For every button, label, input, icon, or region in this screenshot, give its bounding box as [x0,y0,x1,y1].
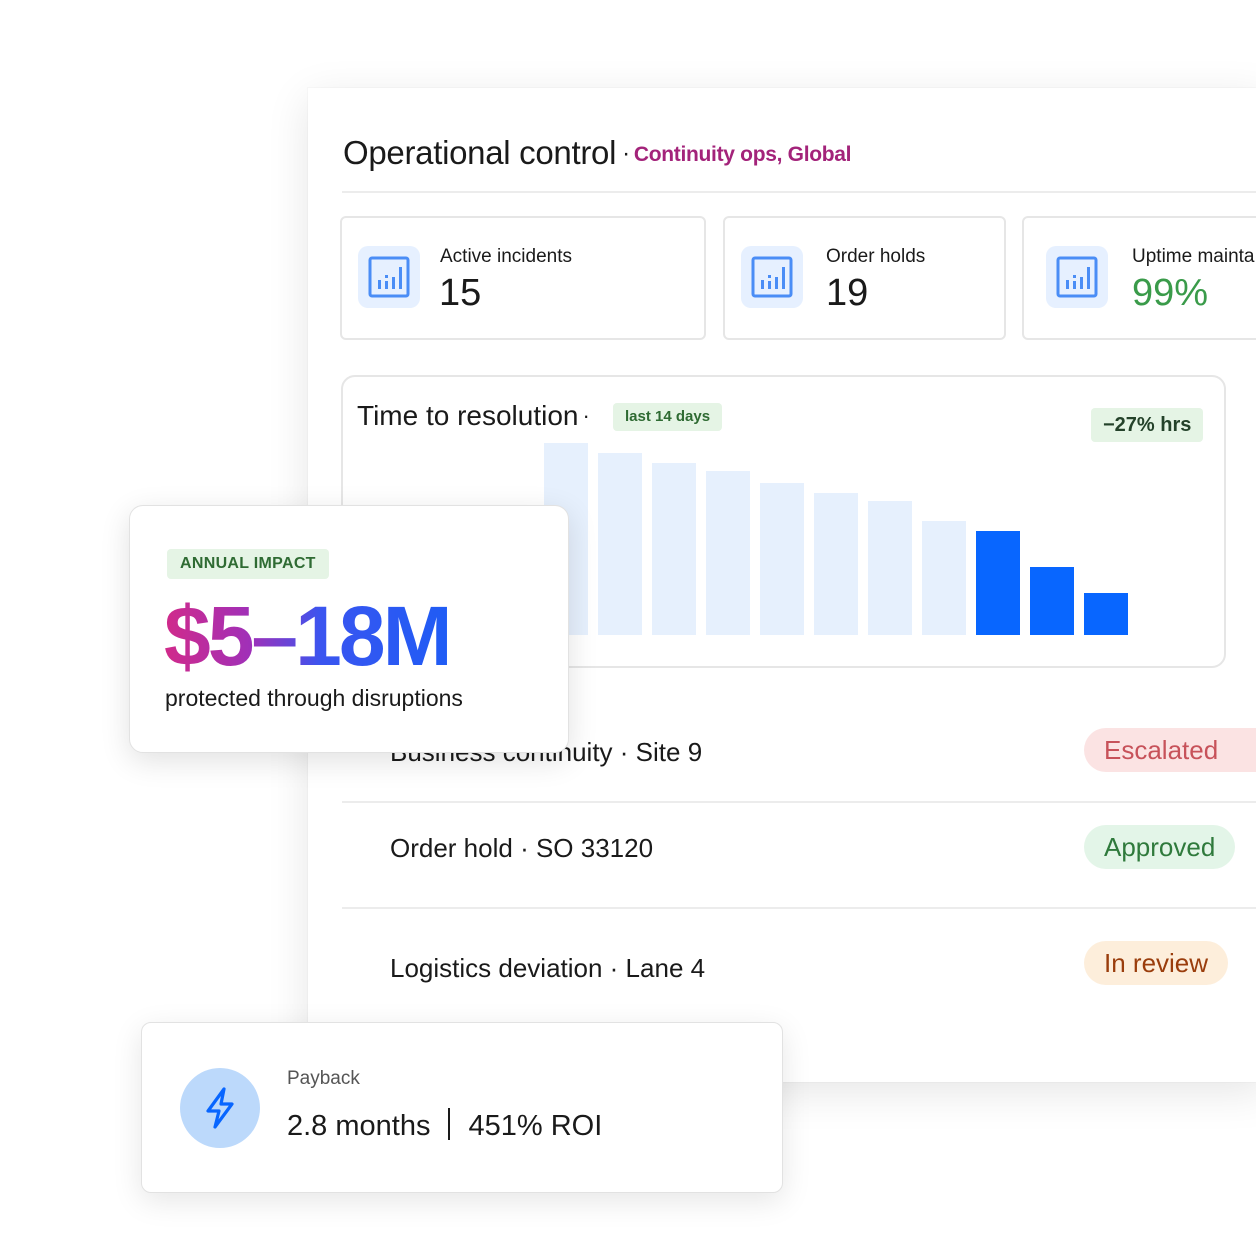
page-title-text: Operational control [343,134,617,171]
kpi-value: 19 [826,272,869,314]
status-badge-in-review: In review [1084,941,1229,985]
payback-label: Payback [287,1068,360,1089]
lightning-bolt-icon [180,1068,260,1148]
kpi-label: Uptime mainta [1132,246,1255,267]
kpi-card-active-incidents[interactable]: Active incidents 15 [340,216,706,340]
payback-metrics: 2.8 months 451% ROI [287,1108,602,1143]
row-divider [342,907,1256,909]
bar-chart-icon [358,246,420,308]
annual-impact-chip: ANNUAL IMPACT [167,549,329,579]
date-range-chip[interactable]: last 14 days [613,403,723,431]
status-badge-escalated: Escalated [1084,728,1256,772]
page-title: Operational control · Continuity ops, Glob… [343,134,852,172]
bar-chart-icon [741,246,803,308]
impact-value: $5–18M [164,589,453,683]
title-divider [342,191,1256,193]
status-badge-approved: Approved [1084,825,1236,869]
payback-roi: 451% ROI [468,1110,603,1142]
annual-impact-card: ANNUAL IMPACT $5–18M protected through d… [129,505,569,753]
page-subtitle: Continuity ops, Global [633,143,852,166]
chart-title: Time to resolution · [357,400,590,432]
title-separator: · [622,140,630,167]
payback-months: 2.8 months [287,1110,431,1142]
bar-chart-icon [1046,246,1108,308]
kpi-value: 15 [439,272,482,314]
row-divider [342,801,1256,803]
kpi-label: Active incidents [440,246,573,267]
kpi-card-order-holds[interactable]: Order holds 19 [723,216,1006,340]
metric-separator [448,1108,451,1140]
impact-caption: protected through disruptions [165,685,463,711]
delta-chip: −27% hrs [1091,408,1204,442]
kpi-card-uptime[interactable]: Uptime mainta 99% [1022,216,1256,340]
chart-title-text: Time to resolution [357,400,579,431]
kpi-value: 99% [1132,272,1209,314]
list-item-text: Order hold · SO 33120 [390,833,654,863]
list-item-text: Logistics deviation · Lane 4 [390,953,706,983]
payback-card: Payback 2.8 months 451% ROI [141,1022,783,1193]
chart-title-separator: · [582,403,590,428]
kpi-label: Order holds [826,246,926,267]
